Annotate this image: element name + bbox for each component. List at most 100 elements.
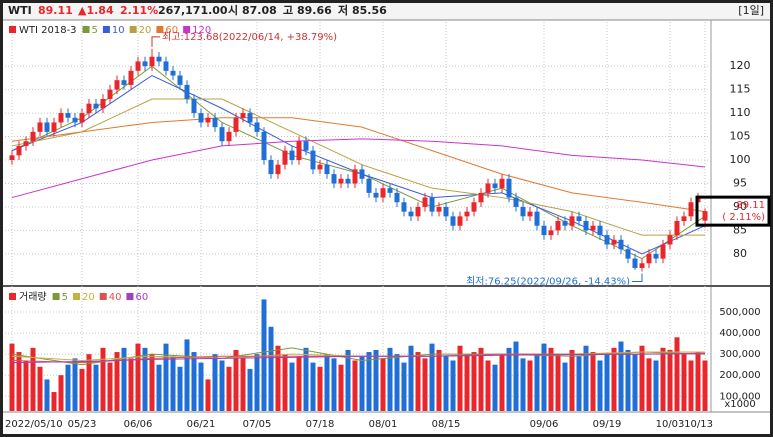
volume: 267,171.00 — [158, 4, 228, 17]
candle-body — [275, 164, 281, 175]
volume-bar — [282, 354, 288, 411]
y-tick-label: 105 — [730, 130, 751, 143]
candle-body — [289, 150, 295, 161]
legend-swatch — [9, 26, 16, 33]
volume-bar — [65, 364, 71, 411]
candle-body — [429, 197, 435, 212]
candle-body — [443, 206, 449, 217]
volume-bar — [30, 347, 36, 411]
candle-body — [37, 122, 43, 132]
candle-body — [401, 202, 407, 212]
y-tick-label: 90 — [733, 200, 747, 213]
volume-bar — [681, 354, 687, 411]
candle-body — [163, 61, 169, 71]
candle-body — [86, 103, 92, 114]
volume-bar — [604, 354, 610, 411]
candle-body — [618, 239, 624, 250]
candle-body — [569, 216, 575, 226]
x-tick-label: 06/06 — [124, 419, 153, 430]
volume-bar — [219, 360, 225, 411]
candle-body — [590, 225, 596, 231]
volume-bar — [541, 343, 547, 411]
candle-body — [478, 192, 484, 203]
volume-bar — [527, 360, 533, 411]
y-tick-label: 500,000 — [719, 307, 760, 318]
candle-body — [464, 211, 470, 217]
volume-bar — [492, 364, 498, 411]
candle-body — [219, 127, 225, 142]
volume-bar — [520, 358, 526, 411]
legend-entry: 20 — [139, 25, 152, 36]
period[interactable]: [1일] — [738, 3, 764, 17]
legend-entry: 60 — [165, 25, 178, 36]
volume-bar — [226, 366, 232, 411]
volume-bar — [51, 392, 57, 411]
volume-bar — [170, 356, 176, 411]
candle-body — [282, 150, 288, 165]
x-tick-label: 08/01 — [369, 419, 398, 430]
legend-entry: 5 — [92, 25, 98, 36]
candle-body — [373, 192, 379, 198]
candle-body — [422, 197, 428, 207]
volume-bar — [128, 358, 134, 411]
volume-bar — [338, 364, 344, 411]
candle-body — [394, 192, 400, 203]
legend-entry: 20 — [82, 292, 95, 303]
candle-body — [338, 178, 344, 184]
candle-body — [583, 221, 589, 231]
high-annotation: 최고:123.68(2022/06/14, +38.79%) — [162, 31, 337, 43]
candle-body — [9, 155, 15, 161]
candle-body — [135, 61, 141, 71]
volume-bar — [660, 347, 666, 411]
candle-body — [107, 89, 113, 99]
volume-bar — [653, 360, 659, 411]
candle-body — [310, 150, 316, 170]
x-tick-label: 08/15 — [432, 419, 461, 430]
x-tick-label: 05/23 — [68, 419, 97, 430]
volume-bar — [303, 347, 309, 411]
last-price: 89.11 — [38, 4, 73, 17]
volume-bar — [93, 364, 99, 411]
volume-bar — [387, 347, 393, 411]
volume-bar — [191, 352, 197, 411]
candle-body — [492, 183, 498, 189]
volume-bar — [457, 345, 463, 411]
volume-bar — [212, 354, 218, 411]
volume-bar — [233, 349, 239, 411]
candle-body — [16, 145, 22, 156]
candle-body — [436, 206, 442, 212]
y-tick-label: 85 — [733, 223, 747, 236]
candle-body — [72, 117, 78, 123]
candle-body — [702, 211, 708, 221]
volume-bar — [324, 354, 330, 411]
volume-bar — [86, 354, 92, 411]
change-pct: 2.11% — [120, 4, 158, 17]
legend-entry: 10 — [112, 25, 125, 36]
x-tick-label: 10/13 — [684, 419, 713, 430]
volume-bar — [163, 343, 169, 411]
volume-bar — [184, 339, 190, 411]
candle-body — [352, 169, 358, 184]
candle-body — [114, 80, 120, 90]
volume-bar — [23, 360, 29, 411]
candle-body — [296, 141, 302, 161]
volume-bar — [534, 354, 540, 411]
low-value: 85.56 — [352, 4, 387, 17]
volume-bar — [415, 352, 421, 411]
volume-bar — [58, 375, 64, 411]
candle-body — [191, 98, 197, 114]
candle-body — [457, 216, 463, 226]
candle-body — [625, 249, 631, 259]
volume-bar — [373, 349, 379, 411]
legend-swatch — [183, 26, 191, 33]
volume-bar — [590, 352, 596, 411]
volume-bar — [702, 360, 708, 411]
volume-bar — [359, 356, 365, 411]
candle-body — [247, 113, 253, 123]
candle-body — [541, 225, 547, 236]
candle-body — [205, 117, 211, 123]
y-tick-label: 95 — [733, 176, 747, 189]
candle-body — [177, 75, 183, 85]
volume-bar — [198, 362, 204, 411]
